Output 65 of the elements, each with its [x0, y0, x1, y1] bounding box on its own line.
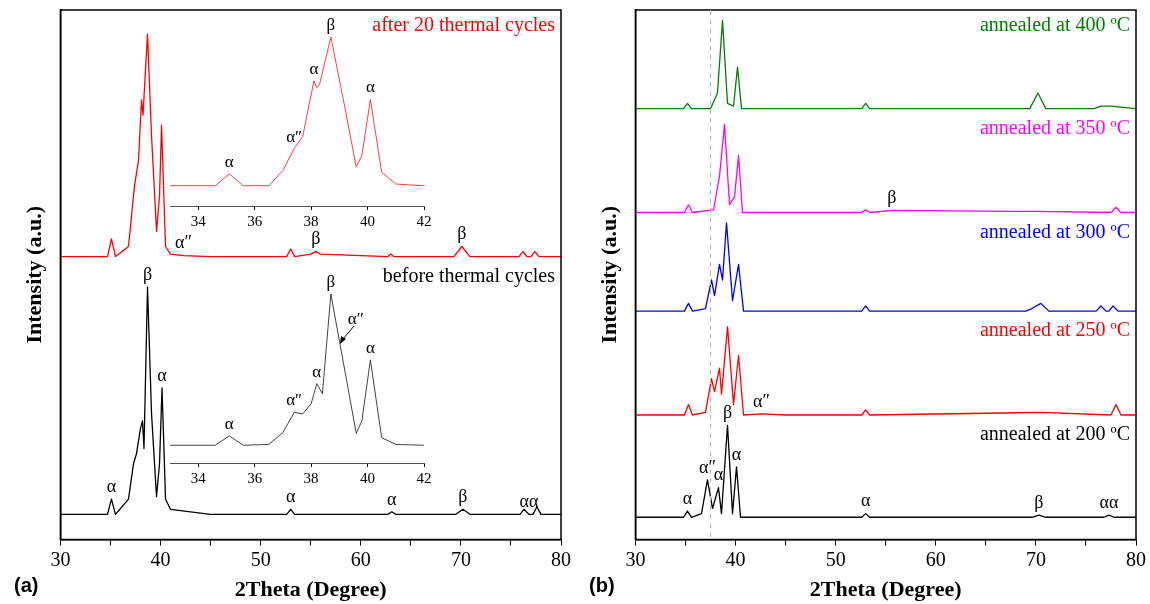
- x-tick-label: 70: [450, 547, 471, 570]
- text: annealed at 250 ºC: [979, 318, 1130, 341]
- annotation: α: [224, 151, 234, 171]
- annotation: α: [106, 475, 117, 496]
- text: before thermal cycles: [382, 263, 556, 287]
- annotation: α″: [347, 308, 364, 328]
- text: annealed at 400 ºC: [979, 13, 1130, 36]
- text: annealed at 350 ºC: [979, 115, 1130, 138]
- annotation: α″: [286, 126, 303, 146]
- annotation: β: [887, 187, 897, 208]
- annotation: α″: [175, 232, 193, 253]
- text: annealed at 300 ºC: [979, 219, 1130, 242]
- annotation: α″: [286, 390, 303, 410]
- annotation: α: [387, 488, 398, 509]
- x-tick-label: 40: [360, 212, 376, 229]
- text: annealed at 200 ºC: [979, 422, 1130, 445]
- annotation: α: [713, 464, 724, 485]
- x-tick-label: 80: [1126, 547, 1146, 570]
- annotation: β: [326, 14, 336, 34]
- x-tick-label: 80: [551, 547, 571, 570]
- annotation: β: [142, 263, 153, 284]
- annotation: β: [722, 402, 733, 423]
- annotation: α: [860, 490, 871, 511]
- text: (a): [14, 573, 39, 596]
- annotation: β: [1034, 491, 1044, 512]
- x-tick-label: 36: [247, 469, 263, 486]
- annotation: α: [365, 77, 375, 97]
- x-tick-label: 60: [925, 547, 946, 570]
- annotation: α: [157, 364, 168, 385]
- x-tick-label: 50: [250, 547, 271, 570]
- text: after 20 thermal cycles: [372, 13, 556, 37]
- annotation: α: [682, 487, 693, 508]
- annotation: α: [365, 337, 375, 357]
- x-tick-label: 38: [303, 212, 319, 229]
- annotation: α: [309, 58, 319, 78]
- x-tick-label: 36: [247, 212, 263, 229]
- annotation: α: [285, 486, 296, 507]
- y-axis-title: Intensity (a.u.): [20, 206, 46, 344]
- annotation: α″: [753, 390, 771, 411]
- annotation: α: [731, 443, 742, 464]
- y-axis-title: Intensity (a.u.): [595, 206, 621, 344]
- x-tick-label: 40: [725, 547, 746, 570]
- x-tick-label: 30: [625, 547, 646, 570]
- annotation: β: [311, 228, 321, 249]
- annotation: αα: [519, 491, 539, 512]
- text: (b): [589, 573, 615, 596]
- annotation: α: [224, 413, 234, 433]
- x-tick-label: 40: [150, 547, 171, 570]
- x-tick-label: 42: [416, 469, 432, 486]
- x-axis-title: 2Theta (Degree): [234, 576, 387, 602]
- annotation: αα: [1099, 491, 1119, 512]
- x-tick-label: 40: [360, 469, 376, 486]
- x-tick-label: 34: [190, 212, 207, 229]
- x-tick-label: 34: [190, 469, 207, 486]
- x-tick-label: 50: [825, 547, 846, 570]
- annotation: β: [457, 223, 467, 244]
- x-tick-label: 38: [303, 469, 319, 486]
- x-axis-title: 2Theta (Degree): [809, 576, 962, 602]
- x-tick-label: 60: [350, 547, 371, 570]
- annotation: β: [458, 486, 468, 507]
- x-tick-label: 30: [50, 547, 71, 570]
- x-tick-label: 42: [416, 212, 432, 229]
- annotation: β: [326, 271, 336, 291]
- annotation: α: [312, 361, 322, 381]
- x-tick-label: 70: [1025, 547, 1046, 570]
